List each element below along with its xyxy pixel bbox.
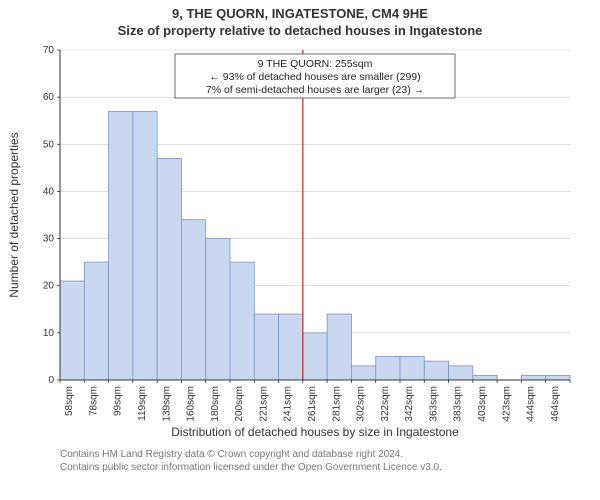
y-tick-label: 20 xyxy=(43,281,55,292)
histogram-chart: 0 10 20 30 40 50 60 70 58sqm 78sqm 99sqm 119sqm 139s… xyxy=(0,42,600,442)
bar xyxy=(84,262,108,380)
y-axis-label: Number of detached properties xyxy=(7,132,21,297)
x-tick-label: 221sqm xyxy=(258,386,269,422)
x-tick-label: 403sqm xyxy=(477,386,488,422)
footer: Contains HM Land Registry data © Crown c… xyxy=(0,442,600,474)
bar xyxy=(279,314,303,380)
y-tick-label: 0 xyxy=(48,375,54,386)
info-line-2: ← 93% of detached houses are smaller (29… xyxy=(209,71,420,83)
y-tick-label: 50 xyxy=(43,139,55,150)
bar xyxy=(327,314,351,380)
info-line-1: 9 THE QUORN: 255sqm xyxy=(258,58,373,70)
footer-line-2: Contains public sector information licen… xyxy=(60,461,590,474)
bar xyxy=(133,111,157,380)
bar xyxy=(303,333,327,380)
bar xyxy=(400,356,424,380)
x-tick-label: 464sqm xyxy=(550,386,561,422)
x-axis: 58sqm 78sqm 99sqm 119sqm 139sqm 160sqm 180sqm 2… xyxy=(60,380,570,422)
x-tick-label: 383sqm xyxy=(453,386,464,422)
page-title-2: Size of property relative to detached ho… xyxy=(0,21,600,42)
bar xyxy=(109,111,133,380)
info-line-3: 7% of semi-detached houses are larger (2… xyxy=(206,84,424,96)
y-tick-label: 70 xyxy=(43,45,55,56)
bar xyxy=(424,361,448,380)
bar xyxy=(449,366,473,380)
bar xyxy=(181,220,205,380)
bar xyxy=(351,366,375,380)
x-tick-label: 99sqm xyxy=(113,386,124,416)
x-tick-label: 423sqm xyxy=(501,386,512,422)
bar xyxy=(521,375,545,380)
x-tick-label: 180sqm xyxy=(210,386,221,422)
y-tick-label: 60 xyxy=(43,92,55,103)
bar xyxy=(206,239,230,380)
bar xyxy=(473,375,497,380)
bar xyxy=(376,356,400,380)
x-tick-label: 281sqm xyxy=(331,386,342,422)
x-tick-label: 139sqm xyxy=(161,386,172,422)
x-tick-label: 241sqm xyxy=(283,386,294,422)
x-tick-label: 342sqm xyxy=(404,386,415,422)
x-tick-label: 119sqm xyxy=(137,386,148,421)
bars xyxy=(60,111,570,380)
bar xyxy=(230,262,254,380)
x-tick-label: 58sqm xyxy=(64,386,75,416)
y-tick-label: 40 xyxy=(43,186,55,197)
bar xyxy=(157,158,181,380)
x-tick-label: 200sqm xyxy=(234,386,245,422)
info-box: 9 THE QUORN: 255sqm← 93% of detached hou… xyxy=(175,54,455,98)
x-tick-label: 322sqm xyxy=(380,386,391,422)
x-tick-label: 160sqm xyxy=(186,386,197,422)
x-tick-label: 444sqm xyxy=(526,386,537,422)
bar xyxy=(254,314,278,380)
page-title-1: 9, THE QUORN, INGATESTONE, CM4 9HE xyxy=(0,0,600,21)
x-axis-label: Distribution of detached houses by size … xyxy=(171,425,459,439)
footer-line-1: Contains HM Land Registry data © Crown c… xyxy=(60,448,590,461)
y-tick-label: 10 xyxy=(43,328,55,339)
bar xyxy=(60,281,84,380)
x-tick-label: 302sqm xyxy=(356,386,367,422)
x-tick-label: 78sqm xyxy=(88,386,99,416)
y-tick-label: 30 xyxy=(43,234,55,245)
y-axis: 0 10 20 30 40 50 60 70 xyxy=(43,45,60,386)
x-tick-label: 261sqm xyxy=(307,386,318,422)
bar xyxy=(546,375,570,380)
x-tick-label: 363sqm xyxy=(428,386,439,422)
